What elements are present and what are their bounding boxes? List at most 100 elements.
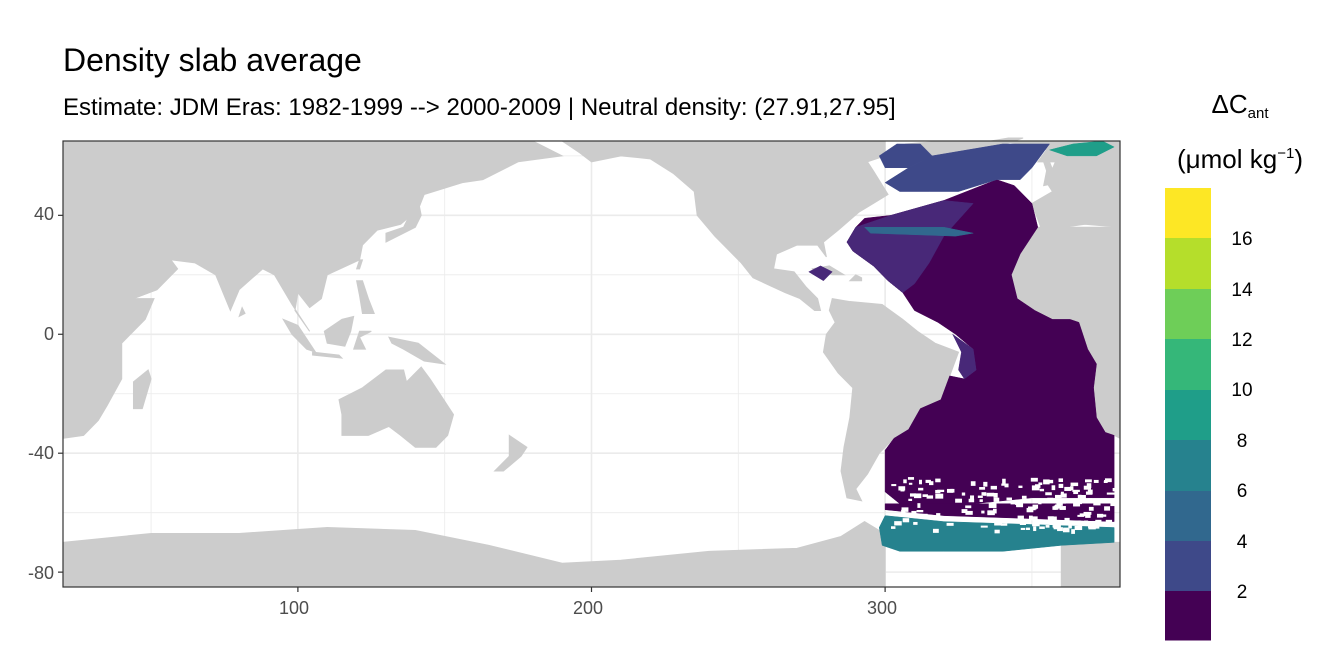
field-gap [1064,517,1070,523]
field-gap [916,509,924,513]
landmass-antarctica-east [1060,541,1121,588]
field-gap [1083,511,1092,515]
field-gap [1021,495,1027,499]
field-gap [1106,492,1115,495]
field-gap [1072,489,1080,492]
landmass-philippines [356,280,375,314]
plot-subtitle: Estimate: JDM Eras: 1982-1999 --> 2000-2… [63,94,896,121]
field-western-boundary-6-8 [863,226,974,237]
landmass-taiwan [355,259,364,270]
field-gap [1096,513,1104,518]
field-gap [1052,506,1057,510]
field-gap [1033,526,1037,532]
field-gap [1088,506,1094,511]
field-gap [965,505,972,509]
field-gap [1094,525,1100,529]
field-gap [1087,498,1093,502]
legend-title-subscript: ant [1247,105,1269,122]
field-gap [935,493,944,499]
legend-label: 2 [1236,582,1248,603]
field-gap [894,521,902,526]
field-gap [990,485,997,490]
field-gap [1104,478,1112,483]
field-gap [1073,501,1081,507]
field-gap [918,487,924,491]
field-gap [936,513,941,517]
field-gap [981,492,987,496]
field-gap [977,495,983,498]
map-panel [62,137,1121,588]
legend-label: 10 [1231,380,1253,401]
field-gap [1043,479,1050,485]
field-gap [1045,525,1050,528]
x-tick-label: 200 [572,598,604,618]
field-gap [913,521,918,525]
field-gap [1074,499,1082,505]
landmass-africa-east [62,238,155,439]
field-gap [1039,526,1045,529]
field-gap [1112,499,1120,504]
legend-label: 6 [1236,481,1248,502]
field-gap [1047,518,1053,522]
field-gap [914,493,922,499]
field-gap [1018,485,1023,488]
field-gap [1010,500,1018,505]
y-tick-label: 40 [33,204,54,224]
field-gap [1103,480,1108,483]
field-gap [979,487,986,490]
field-gap [1031,485,1040,491]
legend-label: 8 [1236,431,1248,452]
field-gap [1047,497,1054,503]
legend-unit-exponent: −1 [1277,145,1295,162]
landmass-north-america [560,140,889,311]
field-gap [1059,506,1066,510]
field-gap [1054,504,1062,509]
landmass-sumatra [282,318,317,354]
field-gap [890,526,896,529]
field-caribbean-2-4 [808,265,833,282]
landmass-madagascar [132,369,152,410]
field-gap [968,498,975,503]
field-gap [900,489,905,492]
field-gap [898,486,906,491]
field-gap [979,499,983,502]
colorbar-step [1165,591,1211,641]
field-labrador-sea-4-6 [878,143,933,169]
field-gap [1045,492,1052,496]
colorbar [1165,188,1211,641]
field-gap [1030,477,1038,482]
landmass-sulawesi [352,330,372,350]
landmass-new-guinea [388,336,447,365]
field-gap [1077,514,1085,517]
field-gap [1062,528,1070,533]
field-gap [1060,491,1064,495]
field-gap [1026,507,1034,513]
field-gap [1093,479,1099,483]
field-gap [1068,523,1072,529]
field-gap [961,492,966,496]
legend-title-main: ΔC [1211,89,1248,119]
field-gap [994,521,1003,526]
landmass-australia [338,366,455,448]
legend-unit: (μmol kg−1) [1158,138,1322,175]
field-gap [1032,523,1040,527]
x-tick-label: 100 [278,598,310,618]
field-gap [911,510,917,515]
field-weddell-sea-6-8 [878,515,1115,552]
landmass-south-america [822,298,960,502]
field-gap [1064,486,1072,491]
field-gap [970,481,976,486]
legend-title: ΔCant [1158,88,1322,130]
field-gap [993,492,998,498]
field-gap [901,507,909,512]
field-gap [907,477,915,480]
field-gap [1095,519,1102,524]
field-mid-atlantic-lane-2-4 [952,334,977,380]
field-gap [1046,479,1054,484]
field-north-atlantic-subtropical-2-4 [846,200,974,293]
landmass-java [312,351,344,359]
field-gap [1000,523,1008,526]
landmass-great-britain [1042,161,1060,187]
field-gap [1083,485,1092,490]
